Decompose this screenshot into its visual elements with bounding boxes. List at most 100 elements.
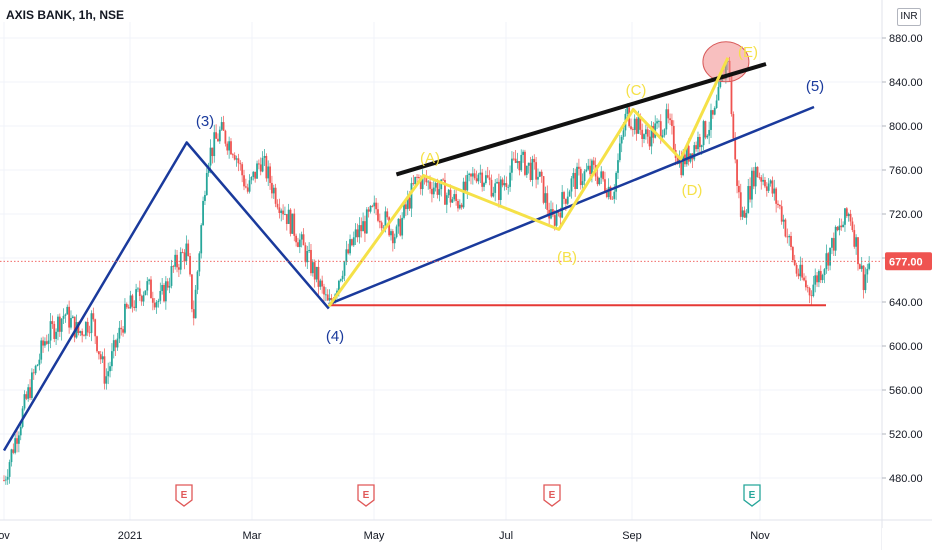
candle-body xyxy=(767,183,770,191)
candle-body xyxy=(285,214,288,224)
candle-body xyxy=(514,158,517,163)
candle-body xyxy=(10,449,13,463)
candle-body xyxy=(419,177,422,190)
candle-body xyxy=(120,327,123,330)
candle-body xyxy=(224,130,227,144)
candle-body xyxy=(192,309,195,319)
candle-body xyxy=(682,154,684,176)
candle-body xyxy=(797,273,800,277)
candle-body xyxy=(200,225,203,254)
candle-body xyxy=(373,202,376,207)
candle-body xyxy=(604,179,606,192)
candle-body xyxy=(821,275,824,281)
candle-body xyxy=(553,215,556,226)
candle-body xyxy=(544,193,547,203)
candle-body xyxy=(352,237,355,246)
candle-body xyxy=(114,340,117,348)
candle-body xyxy=(137,288,139,290)
candle-body xyxy=(650,125,653,147)
axis-corner xyxy=(882,528,896,550)
currency-button[interactable]: INR xyxy=(897,8,921,26)
y-tick-label: 720.00 xyxy=(889,209,923,221)
candle-body xyxy=(31,372,33,398)
candle-body xyxy=(181,251,184,253)
candle-body xyxy=(174,254,177,267)
candle-body xyxy=(578,166,580,169)
candle-body xyxy=(90,313,93,333)
candle-body xyxy=(585,169,588,172)
candle-body xyxy=(8,462,11,477)
candle-body xyxy=(849,213,852,222)
candle-body xyxy=(244,186,247,188)
candle-body xyxy=(832,238,835,251)
candle-body xyxy=(129,295,132,309)
candle-body xyxy=(315,266,318,280)
candle-body xyxy=(600,171,603,178)
candle-body xyxy=(25,394,28,399)
candle-body xyxy=(762,179,765,182)
candle-body xyxy=(155,302,158,308)
candle-body xyxy=(12,449,15,453)
candle-body xyxy=(613,191,616,199)
candle-body xyxy=(488,177,491,180)
candle-body xyxy=(537,176,539,180)
candle-body xyxy=(4,479,7,481)
candle-body xyxy=(107,371,110,377)
candle-body xyxy=(646,129,649,137)
candle-body xyxy=(380,222,383,229)
earnings-marker-label: E xyxy=(749,490,756,501)
candle-body xyxy=(71,316,74,319)
candle-body xyxy=(125,303,128,308)
candle-body xyxy=(855,237,858,247)
candle-body xyxy=(563,192,565,199)
candle-body xyxy=(86,321,89,333)
candle-body xyxy=(196,271,199,290)
candle-body xyxy=(349,239,351,254)
wave-label: (E) xyxy=(738,44,758,61)
candle-body xyxy=(287,209,290,224)
candle-body xyxy=(17,435,20,444)
candle-body xyxy=(693,145,696,160)
candle-body xyxy=(51,321,54,324)
candle-body xyxy=(795,265,798,274)
candle-body xyxy=(220,122,223,130)
candle-body xyxy=(358,225,361,238)
candle-body xyxy=(589,165,591,175)
candle-body xyxy=(151,298,154,303)
candle-body xyxy=(801,264,804,278)
candle-body xyxy=(215,132,218,139)
candle-body xyxy=(412,183,415,185)
candle-body xyxy=(803,277,805,281)
candle-body xyxy=(516,161,519,163)
x-tick-label: Mar xyxy=(243,530,262,542)
candle-body xyxy=(790,236,792,247)
candle-body xyxy=(592,160,595,165)
candle-body xyxy=(455,194,458,201)
earnings-marker-label: E xyxy=(181,490,188,501)
candle-body xyxy=(784,219,787,237)
candle-body xyxy=(775,188,778,204)
candle-body xyxy=(218,129,221,142)
candle-body xyxy=(717,87,720,101)
candle-body xyxy=(111,351,113,367)
candle-body xyxy=(16,438,18,444)
candle-body xyxy=(235,158,238,160)
candle-body xyxy=(239,163,242,165)
candle-body xyxy=(64,314,67,316)
wave-label: (B) xyxy=(557,249,577,266)
candle-body xyxy=(511,158,513,173)
candle-body xyxy=(527,162,530,166)
grid xyxy=(0,22,882,520)
candle-body xyxy=(669,118,671,121)
candle-body xyxy=(782,219,785,222)
candle-body xyxy=(148,279,151,282)
candle-body xyxy=(362,221,364,232)
candle-body xyxy=(661,135,664,138)
candle-body xyxy=(144,290,147,295)
candle-body xyxy=(708,129,711,136)
candle-body xyxy=(810,295,813,297)
candle-body xyxy=(769,180,772,184)
y-tick-label: 480.00 xyxy=(889,473,923,485)
x-tick-label: May xyxy=(364,530,385,542)
candle-body xyxy=(127,307,130,309)
